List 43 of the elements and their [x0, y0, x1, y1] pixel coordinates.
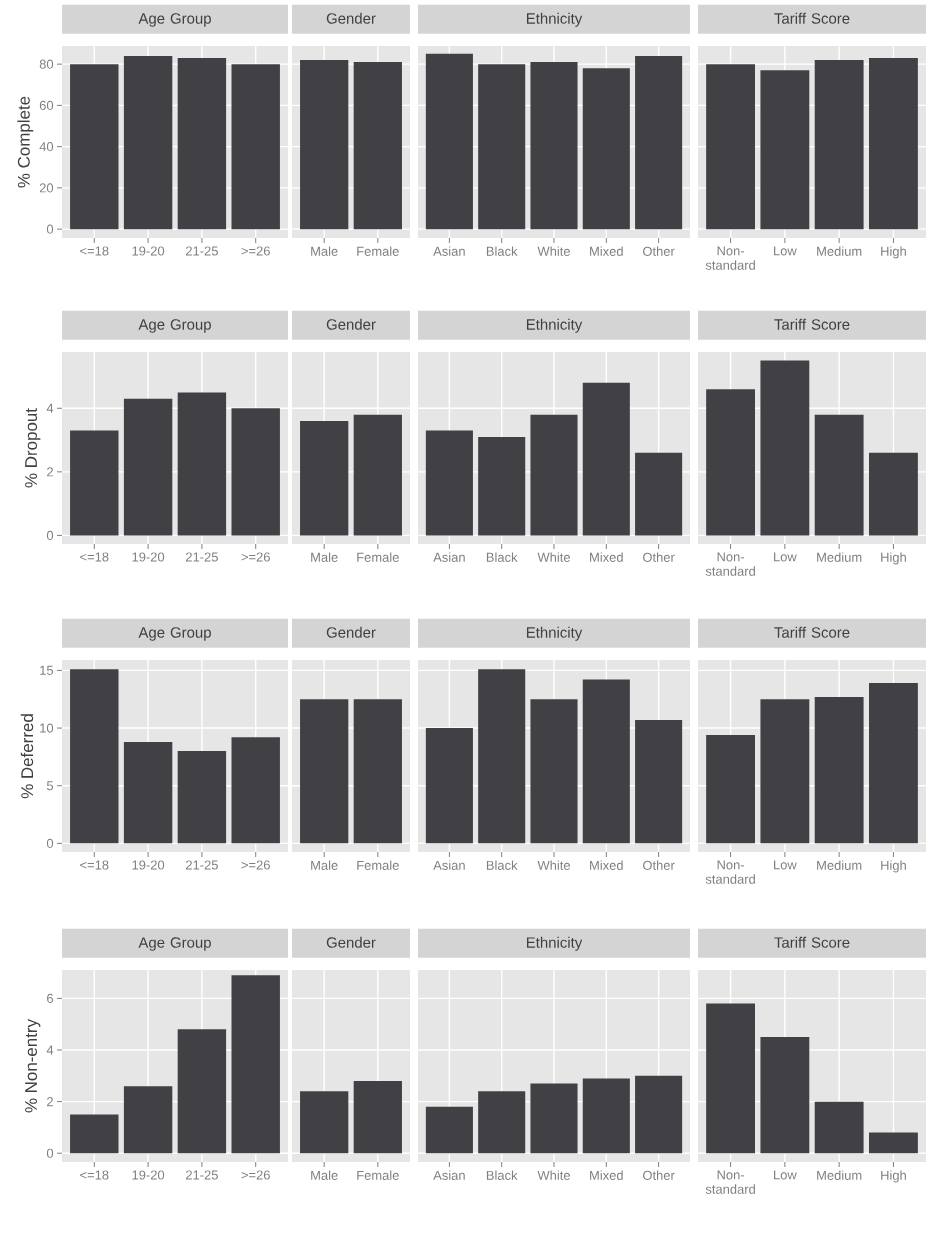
bar	[478, 669, 526, 844]
bar	[425, 728, 473, 844]
y-axis-title: % Dropout	[25, 408, 41, 488]
bar	[70, 669, 119, 844]
bar	[635, 452, 683, 536]
bar	[706, 734, 756, 844]
bar	[530, 414, 578, 536]
y-axis-title: % Non-entry	[25, 1019, 41, 1113]
bar	[123, 398, 173, 536]
bar	[530, 699, 578, 844]
bar	[760, 699, 810, 844]
bar	[869, 1132, 918, 1154]
bar	[478, 1091, 526, 1154]
bar	[70, 1114, 119, 1154]
bar	[70, 430, 119, 536]
y-axis-title: % Complete	[17, 96, 34, 188]
bar	[177, 392, 227, 536]
bar	[231, 737, 280, 844]
bar	[869, 683, 918, 844]
bar	[814, 696, 864, 844]
bar	[869, 452, 918, 536]
bar	[123, 1086, 173, 1154]
bar	[582, 679, 630, 844]
bar	[425, 1106, 473, 1154]
bar	[582, 382, 630, 536]
bar	[814, 414, 864, 536]
bar	[706, 389, 756, 536]
bar	[231, 408, 280, 536]
bar	[635, 719, 683, 844]
bar	[760, 1037, 810, 1154]
bar	[530, 1083, 578, 1154]
bar	[231, 975, 280, 1154]
y-axis-title: % Deferred	[20, 714, 34, 799]
bar	[760, 360, 810, 536]
bar	[425, 430, 473, 536]
bar	[814, 1101, 864, 1154]
bar	[582, 1078, 630, 1154]
bar	[706, 1003, 756, 1154]
bar	[177, 751, 227, 844]
bar	[177, 1029, 227, 1154]
bar	[123, 741, 173, 844]
bar	[635, 1075, 683, 1154]
bar	[478, 436, 526, 536]
